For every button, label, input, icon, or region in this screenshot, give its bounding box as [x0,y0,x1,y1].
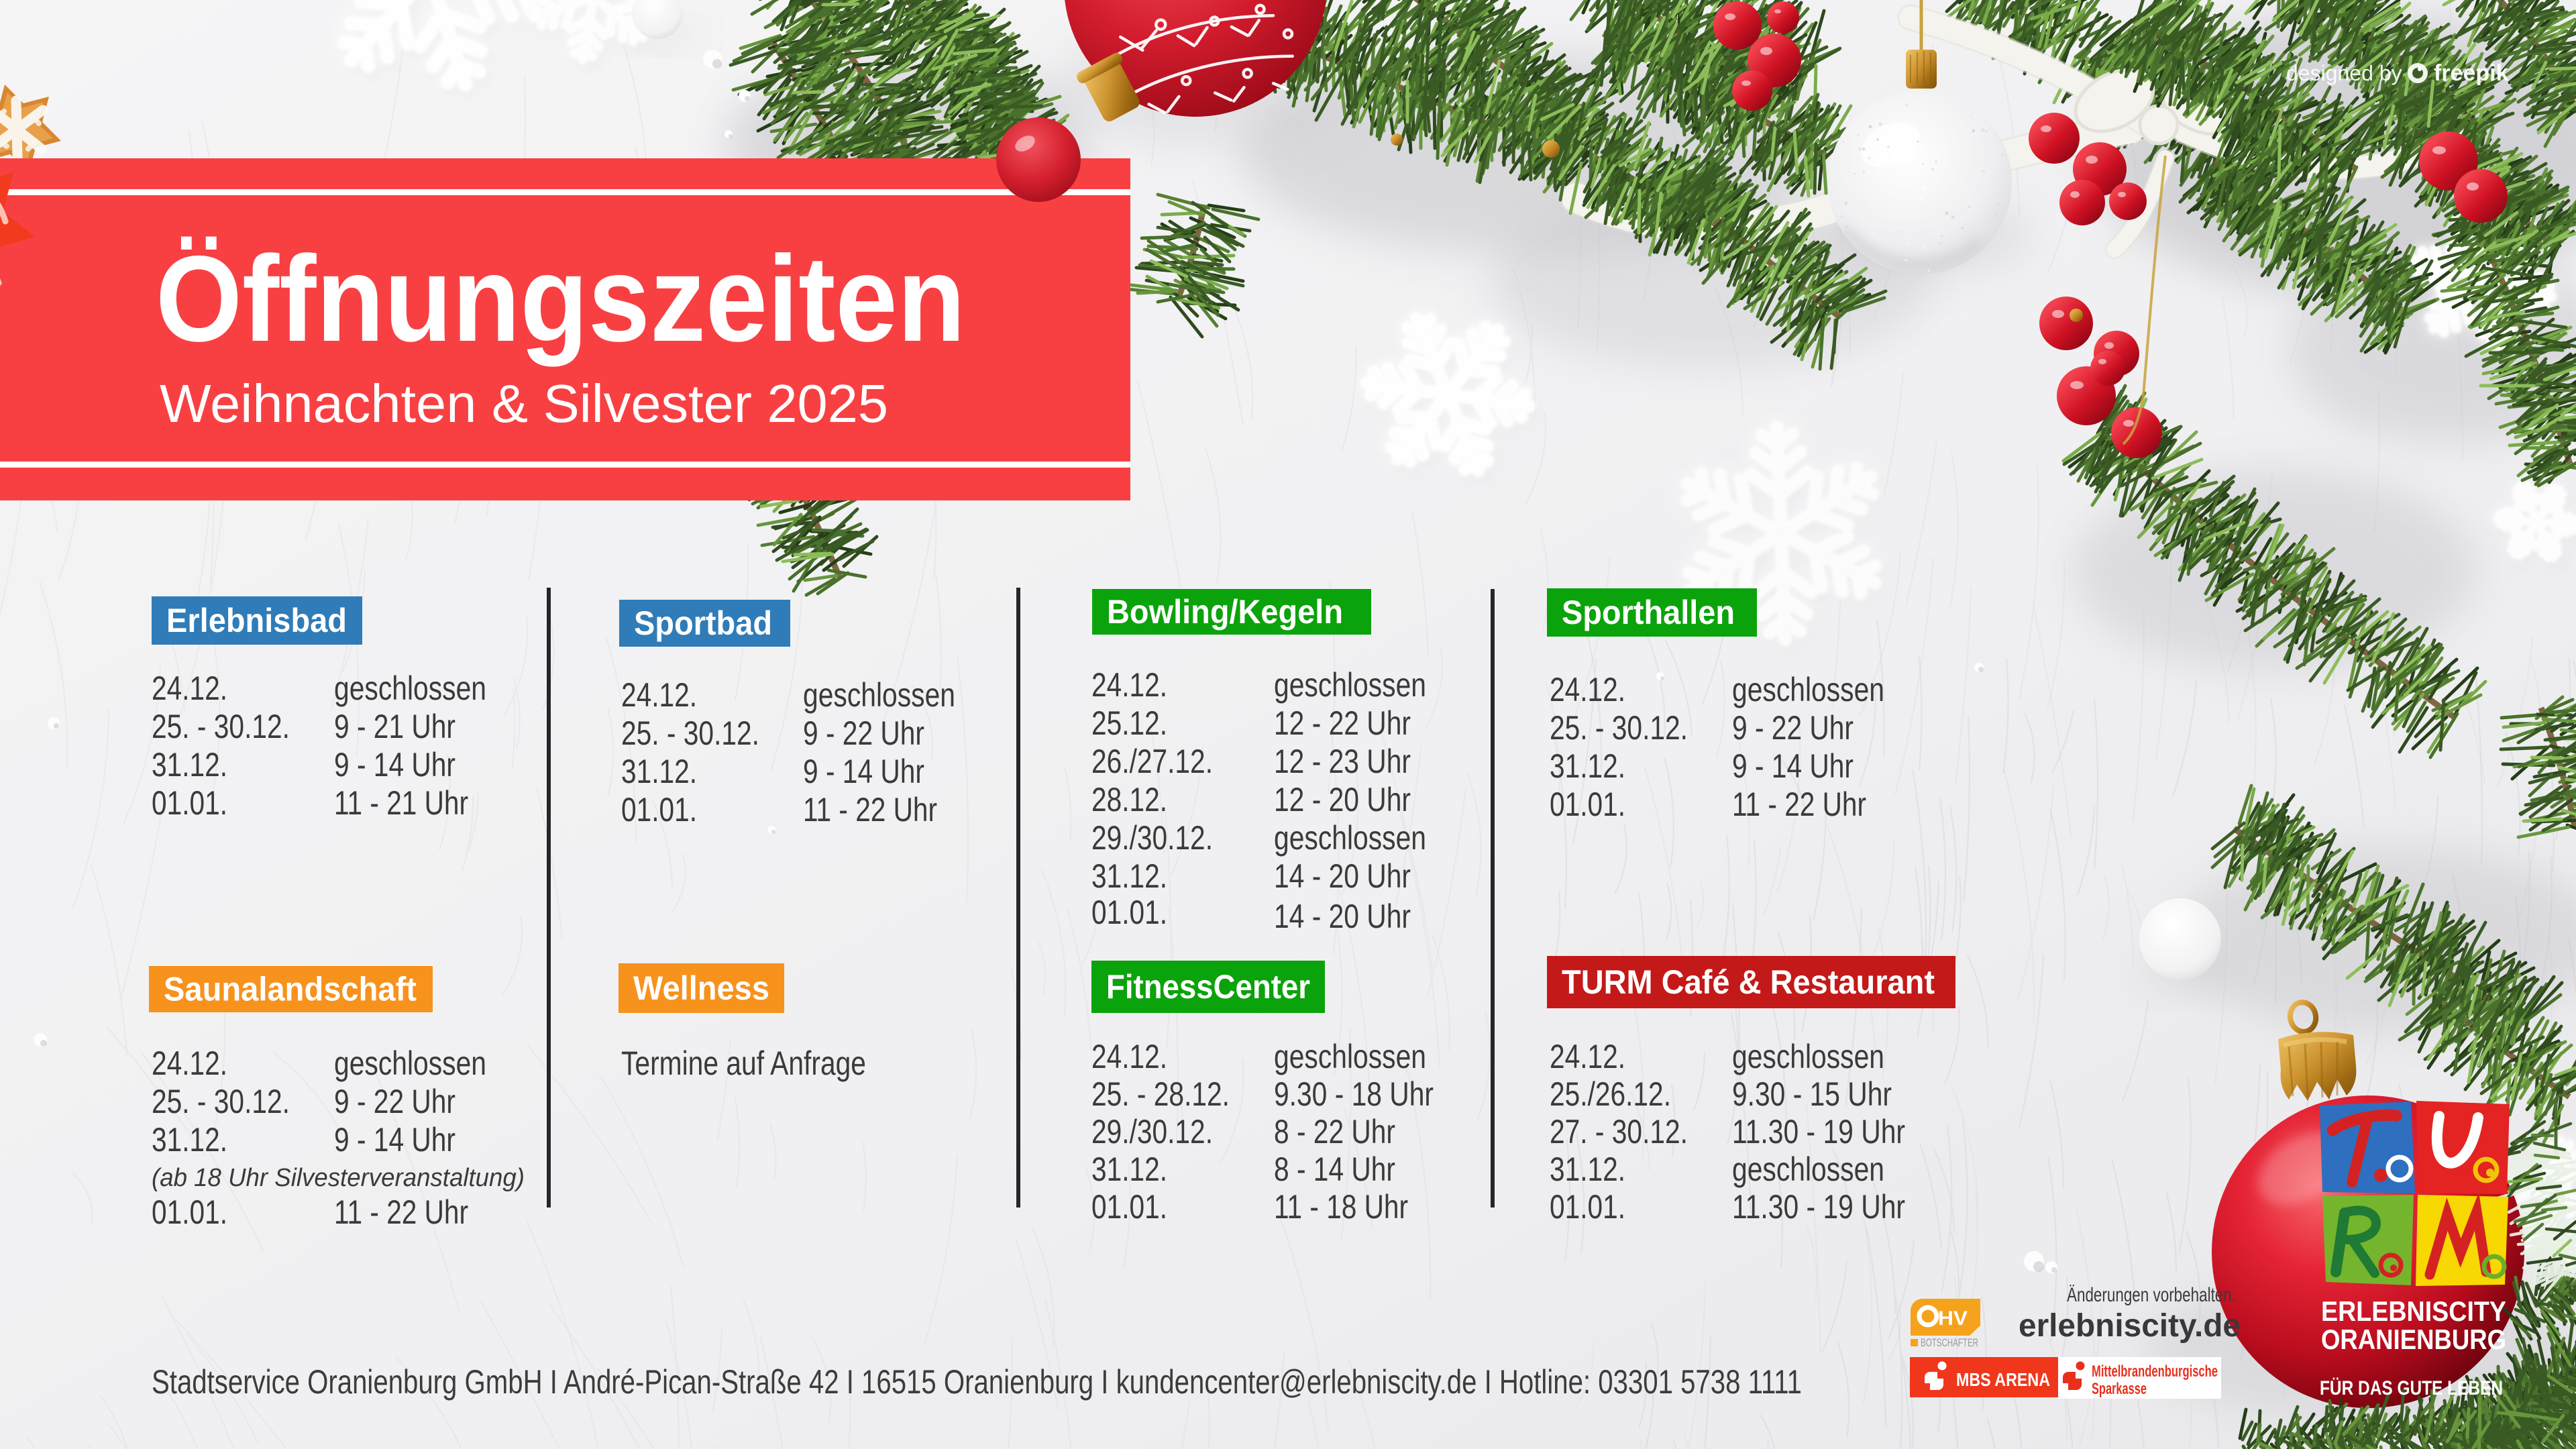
svg-text:Weihnachten & Silvester 2025: Weihnachten & Silvester 2025 [160,374,888,433]
svg-text:geschlossen: geschlossen [1732,1150,1884,1188]
svg-text:FitnessCenter: FitnessCenter [1106,968,1310,1006]
svg-text:geschlossen: geschlossen [334,1044,486,1082]
svg-text:26./27.12.: 26./27.12. [1091,743,1213,780]
svg-text:29./30.12.: 29./30.12. [1091,1113,1213,1150]
svg-text:24.12.: 24.12. [1550,671,1625,708]
svg-text:24.12.: 24.12. [152,669,227,707]
svg-text:01.01.: 01.01. [1550,1188,1625,1226]
svg-text:24.12.: 24.12. [1550,1038,1625,1075]
svg-text:11 - 22 Uhr: 11 - 22 Uhr [334,1193,468,1231]
svg-text:11 - 22 Uhr: 11 - 22 Uhr [803,791,937,828]
svg-text:24.12.: 24.12. [1091,1038,1167,1075]
svg-text:HV: HV [1938,1307,1968,1330]
svg-text:31.12.: 31.12. [152,746,227,784]
svg-text:12 - 23 Uhr: 12 - 23 Uhr [1274,743,1411,780]
svg-text:Termine auf Anfrage: Termine auf Anfrage [621,1044,866,1082]
svg-text:31.12.: 31.12. [1550,747,1625,785]
svg-text:designed by: designed by [2286,61,2402,85]
svg-text:14 - 20 Uhr: 14 - 20 Uhr [1274,898,1411,935]
svg-text:9 - 14 Uhr: 9 - 14 Uhr [334,1121,455,1159]
svg-text:9 - 22 Uhr: 9 - 22 Uhr [334,1083,455,1120]
svg-text:29./30.12.: 29./30.12. [1091,819,1213,857]
svg-text:9.30 - 15 Uhr: 9.30 - 15 Uhr [1732,1075,1892,1113]
svg-text:27. - 30.12.: 27. - 30.12. [1550,1113,1688,1150]
svg-text:(ab 18 Uhr Silvesterveranstalt: (ab 18 Uhr Silvesterveranstaltung) [152,1164,525,1192]
svg-text:24.12.: 24.12. [621,676,697,714]
svg-text:Änderungen vorbehalten.: Änderungen vorbehalten. [2067,1284,2236,1306]
svg-text:9 - 22 Uhr: 9 - 22 Uhr [1732,709,1854,747]
svg-text:11 - 18 Uhr: 11 - 18 Uhr [1274,1188,1408,1226]
svg-text:ORANIENBURG: ORANIENBURG [2321,1324,2506,1355]
svg-text:25./26.12.: 25./26.12. [1550,1075,1671,1113]
svg-text:Bowling/Kegeln: Bowling/Kegeln [1107,593,1343,631]
svg-text:01.01.: 01.01. [152,1193,227,1231]
svg-text:01.01.: 01.01. [1091,1188,1167,1226]
svg-text:12 - 22 Uhr: 12 - 22 Uhr [1274,704,1411,742]
svg-text:25. - 30.12.: 25. - 30.12. [621,714,759,752]
svg-text:11.30 - 19 Uhr: 11.30 - 19 Uhr [1732,1188,1905,1226]
svg-text:01.01.: 01.01. [1550,786,1625,823]
svg-text:TURM Café & Restaurant: TURM Café & Restaurant [1562,963,1935,1001]
svg-text:Sparkasse: Sparkasse [2092,1380,2147,1398]
svg-text:14 - 20 Uhr: 14 - 20 Uhr [1274,857,1411,895]
svg-text:MBS ARENA: MBS ARENA [1956,1369,2050,1390]
svg-text:11.30 - 19 Uhr: 11.30 - 19 Uhr [1732,1113,1905,1150]
svg-text:9.30 - 18 Uhr: 9.30 - 18 Uhr [1274,1075,1434,1113]
svg-text:9 - 14 Uhr: 9 - 14 Uhr [334,746,455,784]
svg-text:31.12.: 31.12. [1091,857,1167,895]
svg-text:8 - 22 Uhr: 8 - 22 Uhr [1274,1113,1395,1150]
svg-text:8 - 14 Uhr: 8 - 14 Uhr [1274,1150,1395,1188]
svg-text:erlebniscity.de: erlebniscity.de [2019,1308,2241,1344]
svg-text:BOTSCHAFTER: BOTSCHAFTER [1921,1336,1978,1349]
svg-text:9 - 22 Uhr: 9 - 22 Uhr [803,714,924,752]
svg-text:Sporthallen: Sporthallen [1562,594,1735,631]
svg-text:geschlossen: geschlossen [334,669,486,707]
svg-text:9 - 14 Uhr: 9 - 14 Uhr [1732,747,1854,785]
svg-text:31.12.: 31.12. [621,753,697,790]
svg-text:Sportbad: Sportbad [634,604,772,642]
svg-text:25. - 30.12.: 25. - 30.12. [1550,709,1688,747]
svg-text:geschlossen: geschlossen [1274,666,1426,704]
svg-text:Saunalandschaft: Saunalandschaft [164,971,417,1008]
svg-text:geschlossen: geschlossen [1732,1038,1884,1075]
svg-text:11 - 22 Uhr: 11 - 22 Uhr [1732,786,1866,823]
svg-text:geschlossen: geschlossen [1732,671,1884,708]
svg-text:geschlossen: geschlossen [1274,1038,1426,1075]
svg-text:25. - 30.12.: 25. - 30.12. [152,708,290,745]
svg-text:25. - 30.12.: 25. - 30.12. [152,1083,290,1120]
svg-text:Öffnungszeiten: Öffnungszeiten [156,230,965,367]
svg-text:24.12.: 24.12. [152,1044,227,1082]
svg-text:31.12.: 31.12. [1550,1150,1625,1188]
svg-text:geschlossen: geschlossen [1274,819,1426,857]
svg-text:9 - 21 Uhr: 9 - 21 Uhr [334,708,455,745]
svg-text:geschlossen: geschlossen [803,676,955,714]
svg-text:31.12.: 31.12. [1091,1150,1167,1188]
svg-text:Wellness: Wellness [633,969,769,1007]
svg-text:01.01.: 01.01. [152,784,227,822]
svg-text:25. - 28.12.: 25. - 28.12. [1091,1075,1230,1113]
svg-text:12 - 20 Uhr: 12 - 20 Uhr [1274,781,1411,818]
svg-text:31.12.: 31.12. [152,1121,227,1159]
svg-text:9 - 14 Uhr: 9 - 14 Uhr [803,753,924,790]
svg-text:01.01.: 01.01. [621,791,697,828]
svg-text:FÜR DAS GUTE LEBEN: FÜR DAS GUTE LEBEN [2320,1377,2503,1399]
svg-text:Mittelbrandenburgische: Mittelbrandenburgische [2092,1362,2218,1381]
svg-text:ERLEBNISCITY: ERLEBNISCITY [2321,1295,2506,1327]
svg-text:24.12.: 24.12. [1091,666,1167,704]
svg-text:11 - 21 Uhr: 11 - 21 Uhr [334,784,468,822]
svg-text:Erlebnisbad: Erlebnisbad [166,602,347,639]
svg-text:Stadtservice Oranienburg GmbH: Stadtservice Oranienburg GmbH I André-Pi… [152,1363,1802,1401]
svg-text:28.12.: 28.12. [1091,781,1167,818]
svg-text:01.01.: 01.01. [1091,894,1167,931]
svg-text:freepik: freepik [2434,60,2509,86]
svg-text:25.12.: 25.12. [1091,704,1167,742]
